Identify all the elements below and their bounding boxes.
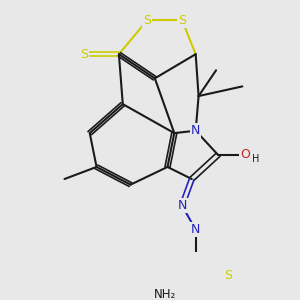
Text: S: S (224, 269, 232, 282)
Text: O: O (240, 148, 250, 161)
Text: N: N (177, 199, 187, 212)
Text: S: S (80, 48, 88, 61)
Text: NH₂: NH₂ (154, 289, 176, 300)
Text: H: H (252, 154, 259, 164)
Text: N: N (191, 223, 200, 236)
Text: S: S (143, 14, 151, 27)
Text: S: S (178, 14, 186, 27)
Text: N: N (191, 124, 200, 137)
